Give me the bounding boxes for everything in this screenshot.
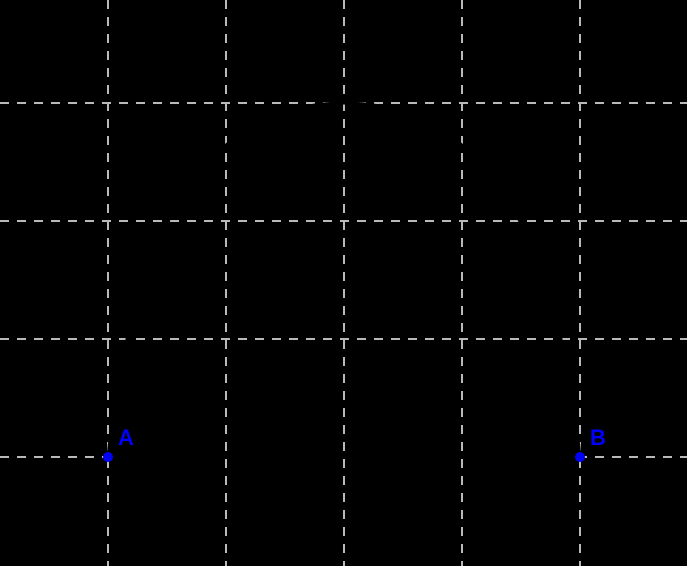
point-label-B: B: [590, 425, 606, 450]
grid: [0, 0, 687, 566]
point-A: [103, 452, 113, 462]
point-B: [575, 452, 585, 462]
geometry-diagram: AB: [0, 0, 687, 566]
point-label-A: A: [118, 425, 134, 450]
